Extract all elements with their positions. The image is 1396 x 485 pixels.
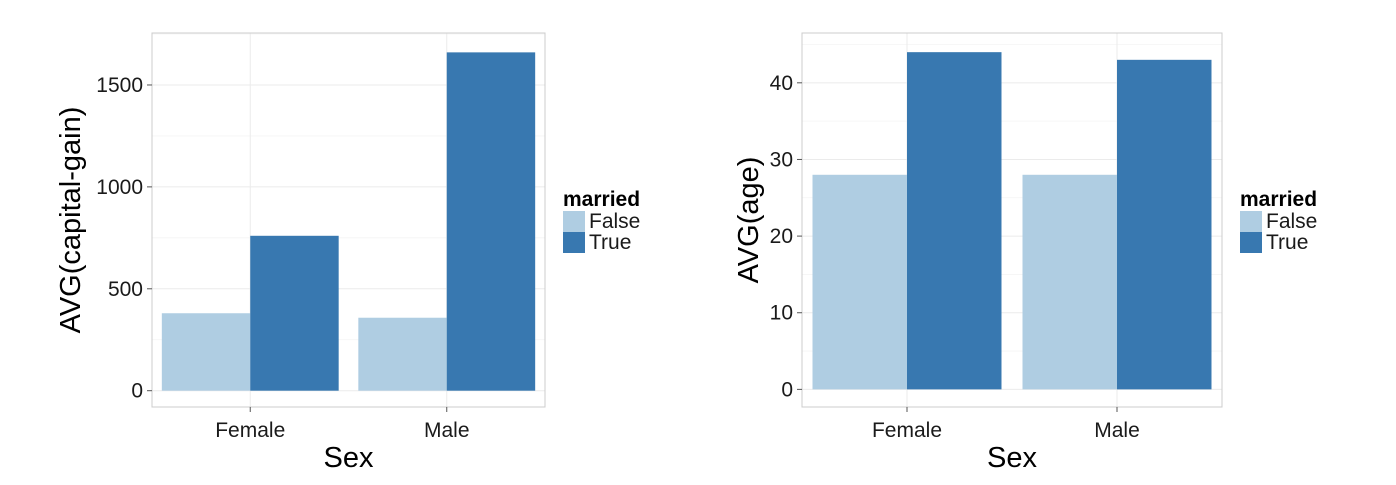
x-tick-label: Female bbox=[872, 419, 942, 442]
y-tick-label: 20 bbox=[770, 225, 793, 248]
capital-gain-chart: 0 500 1000 1500 Female Male Sex AVG(capital-gai… bbox=[0, 0, 698, 480]
legend-label-false: False bbox=[1266, 210, 1317, 233]
legend-title: married bbox=[1240, 188, 1317, 211]
bar-true-female bbox=[907, 52, 1002, 390]
y-tick-label: 40 bbox=[770, 72, 793, 95]
x-tick-label: Male bbox=[1094, 419, 1140, 442]
bar-false-female bbox=[812, 174, 907, 390]
y-tick-label: 0 bbox=[131, 380, 143, 403]
bar-true-female bbox=[250, 235, 339, 391]
legend-key-false bbox=[563, 211, 585, 232]
chart-svg: 0 10 20 30 40 Female Male Sex AVG(age) marriedFal… bbox=[733, 32, 1317, 474]
y-tick-label: 30 bbox=[770, 148, 793, 171]
bar-false-male bbox=[1022, 174, 1117, 390]
y-tick-label: 0 bbox=[781, 378, 793, 401]
panel-border bbox=[151, 32, 546, 408]
x-axis-title: Sex bbox=[987, 442, 1037, 474]
y-tick-label: 1000 bbox=[96, 176, 143, 199]
panel-border bbox=[801, 32, 1223, 408]
x-tick-label: Female bbox=[215, 419, 285, 442]
y-axis-title: AVG(age) bbox=[733, 157, 765, 284]
legend-key-true bbox=[1240, 232, 1262, 253]
chart-svg: 0 500 1000 1500 Female Male Sex AVG(capital-gai… bbox=[55, 32, 640, 474]
y-tick-label: 500 bbox=[108, 278, 143, 301]
y-tick-label: 1500 bbox=[96, 74, 143, 97]
legend-label-true: True bbox=[1266, 231, 1308, 254]
bar-false-male bbox=[358, 317, 447, 391]
age-chart: 0 10 20 30 40 Female Male Sex AVG(age) married Fal… bbox=[698, 0, 1396, 480]
x-tick-label: Male bbox=[424, 419, 470, 442]
y-axis-title: AVG(capital-gain) bbox=[55, 107, 87, 334]
bar-true-male bbox=[1117, 59, 1212, 390]
legend-key-true bbox=[563, 232, 585, 253]
bar-false-female bbox=[161, 313, 251, 391]
legend-label-true: True bbox=[589, 231, 631, 254]
bar-true-male bbox=[446, 52, 536, 391]
legend-title: married bbox=[563, 188, 640, 211]
legend-key-false bbox=[1240, 211, 1262, 232]
y-tick-label: 10 bbox=[770, 302, 793, 325]
x-axis-title: Sex bbox=[324, 442, 374, 474]
legend-label-false: False bbox=[589, 210, 640, 233]
